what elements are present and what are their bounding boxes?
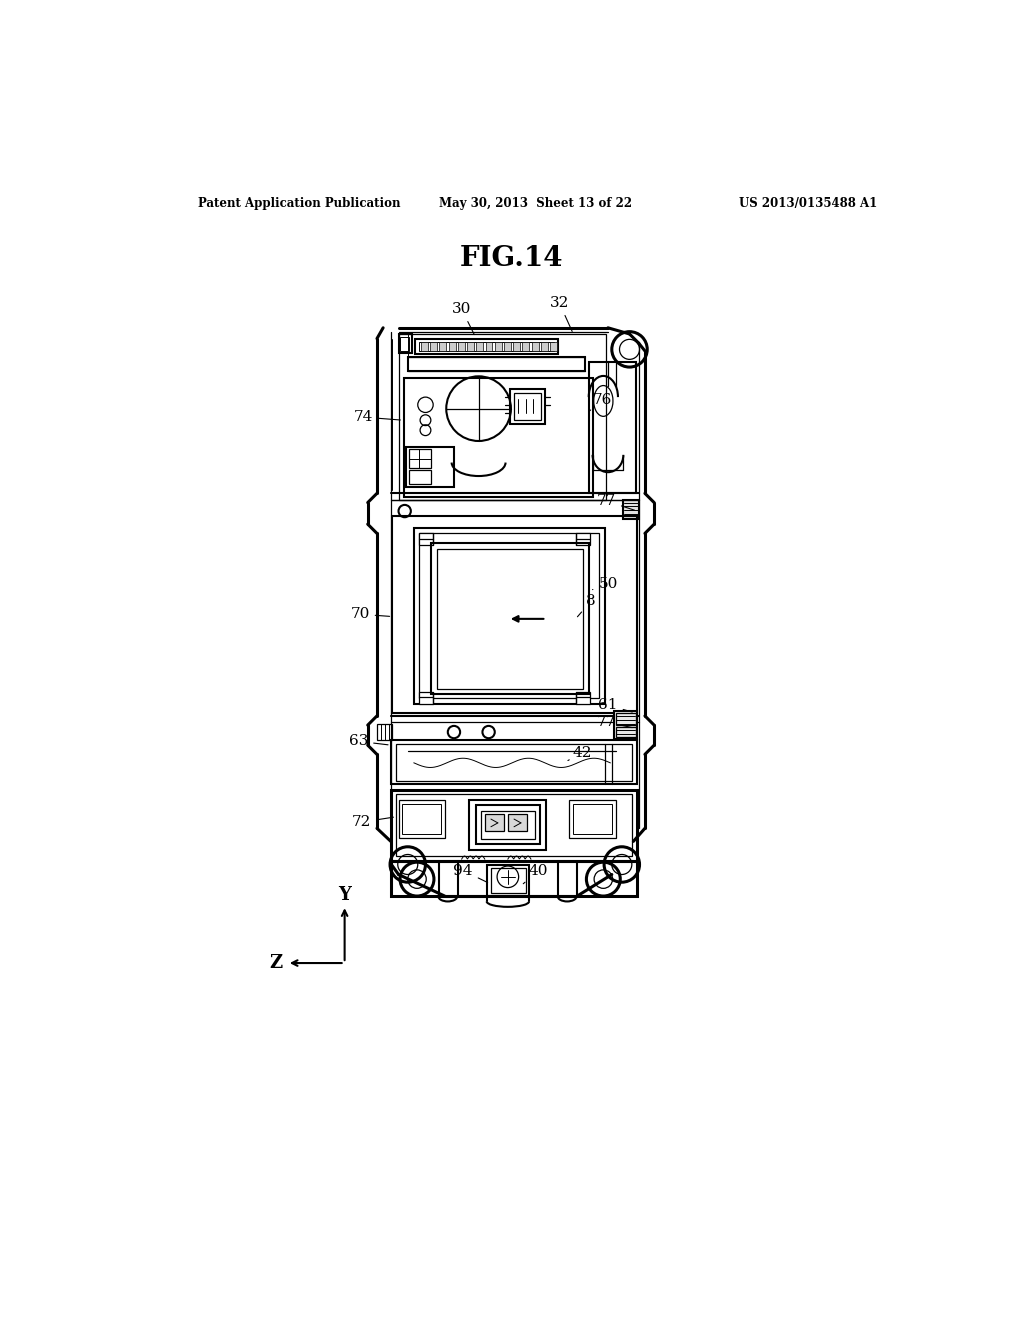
Bar (410, 470, 431, 484)
Bar (391, 862, 637, 896)
Bar (419, 533, 433, 545)
Bar (407, 447, 454, 487)
Bar (577, 692, 590, 704)
Bar (391, 739, 637, 784)
Bar (391, 789, 637, 862)
Bar (614, 711, 637, 739)
Text: 76: 76 (590, 393, 612, 411)
Bar (467, 342, 474, 351)
Text: Y: Y (338, 886, 351, 903)
Bar (510, 389, 545, 424)
Bar (416, 339, 558, 354)
Bar (624, 499, 639, 519)
Bar (419, 533, 599, 698)
Bar (396, 795, 632, 857)
Text: 8: 8 (578, 594, 596, 616)
Bar (485, 342, 493, 351)
Bar (402, 804, 441, 834)
Bar (410, 449, 431, 469)
Text: 63: 63 (349, 734, 388, 748)
Bar (396, 743, 632, 780)
Bar (490, 869, 525, 892)
Text: 42: 42 (568, 746, 592, 760)
Text: Z: Z (269, 954, 283, 972)
Bar (421, 342, 428, 351)
Text: 30: 30 (452, 302, 474, 334)
Bar (403, 378, 593, 498)
Bar (398, 800, 444, 838)
Bar (531, 342, 539, 351)
Bar (550, 342, 557, 351)
Bar (431, 544, 589, 694)
Bar (400, 337, 410, 351)
Bar (475, 805, 541, 845)
Bar (419, 692, 433, 704)
Bar (430, 342, 437, 351)
Bar (419, 342, 554, 351)
Bar (469, 800, 547, 850)
Bar (569, 800, 615, 838)
Bar (513, 342, 520, 351)
Text: 94: 94 (454, 863, 487, 883)
Bar (573, 804, 611, 834)
Bar (476, 342, 483, 351)
Bar (514, 393, 541, 420)
Bar (449, 342, 456, 351)
Bar (437, 549, 583, 689)
Text: 72: 72 (352, 816, 393, 829)
Bar (541, 342, 548, 351)
Text: 61: 61 (598, 698, 632, 711)
Bar (392, 516, 637, 713)
Text: FIG.14: FIG.14 (460, 246, 563, 272)
Bar (615, 713, 636, 725)
Text: 77: 77 (597, 494, 635, 511)
Text: May 30, 2013  Sheet 13 of 22: May 30, 2013 Sheet 13 of 22 (438, 197, 632, 210)
Bar (484, 814, 504, 832)
Text: 77: 77 (597, 715, 632, 729)
Text: 74: 74 (353, 411, 400, 424)
Bar (481, 810, 535, 840)
Text: 32: 32 (550, 296, 572, 331)
Bar (495, 342, 502, 351)
Bar (458, 342, 465, 351)
Bar (504, 342, 511, 351)
Text: US 2013/0135488 A1: US 2013/0135488 A1 (739, 197, 878, 210)
Text: Patent Application Publication: Patent Application Publication (199, 197, 400, 210)
Bar (398, 334, 413, 354)
Bar (398, 334, 606, 499)
Bar (508, 814, 527, 832)
Text: 70: 70 (350, 607, 389, 622)
Bar (522, 342, 529, 351)
Bar (487, 866, 529, 896)
Bar (589, 363, 637, 494)
Bar (577, 533, 590, 545)
Text: 40: 40 (523, 863, 549, 884)
Bar (414, 528, 605, 704)
Bar (615, 726, 636, 738)
Bar (377, 725, 392, 739)
Bar (408, 358, 585, 371)
Bar (439, 342, 446, 351)
Text: 50: 50 (593, 577, 617, 591)
